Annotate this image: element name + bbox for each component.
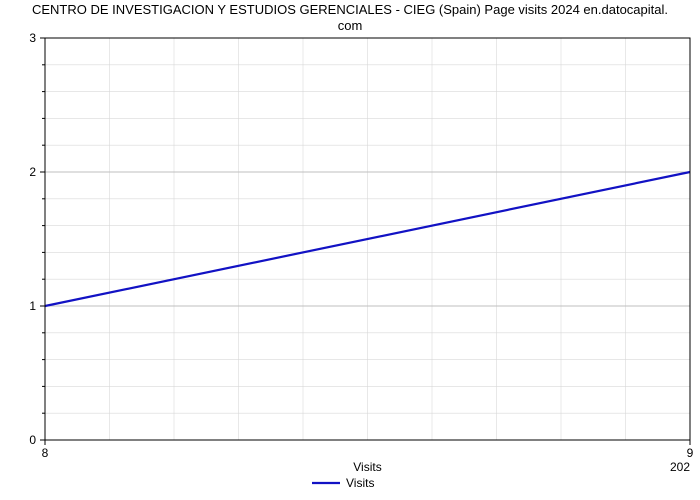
y-tick-label: 1	[29, 299, 36, 313]
chart-title-line2: com	[338, 18, 363, 33]
chart-title-line1: CENTRO DE INVESTIGACION Y ESTUDIOS GEREN…	[32, 2, 668, 17]
visits-line-chart: CENTRO DE INVESTIGACION Y ESTUDIOS GEREN…	[0, 0, 700, 500]
x-axis-label: Visits	[353, 460, 381, 474]
x-tick-label: 9	[687, 446, 694, 460]
y-tick-label: 3	[29, 31, 36, 45]
x-secondary-tick: 202	[670, 460, 690, 474]
x-tick-label: 8	[42, 446, 49, 460]
legend-label: Visits	[346, 476, 374, 490]
y-tick-label: 0	[29, 433, 36, 447]
y-tick-label: 2	[29, 165, 36, 179]
